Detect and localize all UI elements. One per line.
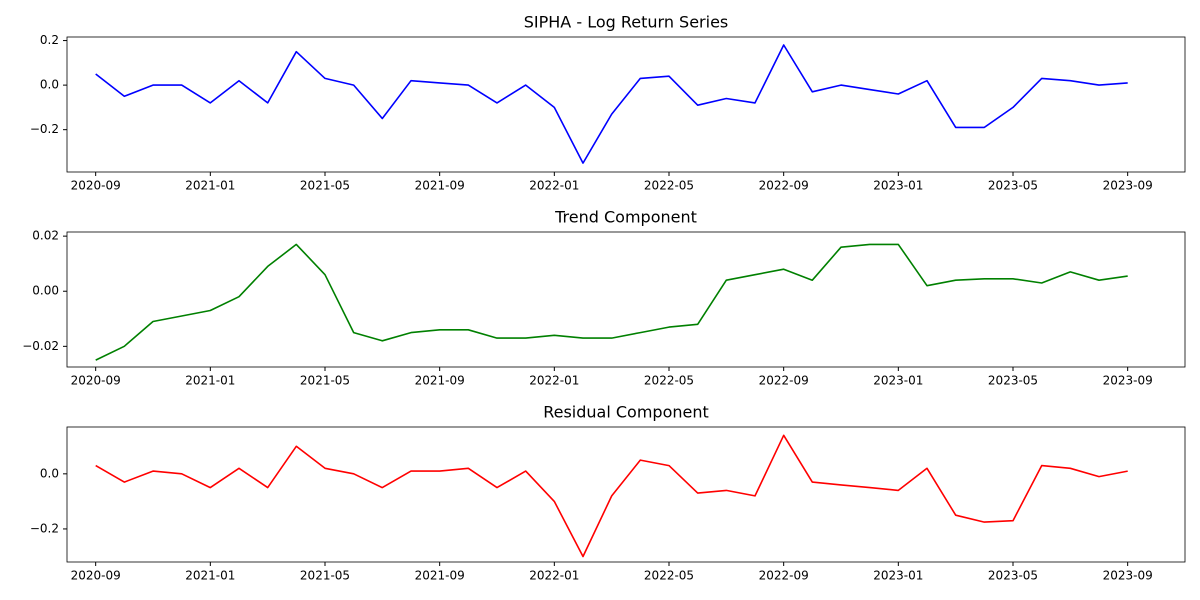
x-tick-label: 2022-05	[644, 569, 694, 583]
x-tick-label: 2021-09	[415, 569, 465, 583]
plot-frame	[66, 36, 1186, 173]
subplot-title: SIPHA - Log Return Series	[524, 13, 729, 32]
x-tick-label: 2022-05	[644, 374, 694, 388]
x-tick-label: 2021-05	[300, 374, 350, 388]
subplot-title: Residual Component	[543, 403, 709, 422]
x-tick-label: 2022-09	[759, 569, 809, 583]
y-tick-label: −0.02	[22, 339, 59, 353]
x-tick-label: 2021-05	[300, 179, 350, 193]
x-tick-label: 2023-09	[1103, 569, 1153, 583]
x-tick-label: 2020-09	[71, 569, 121, 583]
x-tick-label: 2023-05	[988, 374, 1038, 388]
x-tick-label: 2023-01	[873, 569, 923, 583]
x-tick-label: 2022-01	[529, 179, 579, 193]
x-tick-label: 2020-09	[71, 374, 121, 388]
x-tick-label: 2021-09	[415, 374, 465, 388]
x-tick-label: 2022-01	[529, 374, 579, 388]
plot-frame	[66, 426, 1186, 563]
x-tick-label: 2022-05	[644, 179, 694, 193]
y-tick-label: 0.0	[40, 78, 59, 92]
x-tick-label: 2023-09	[1103, 179, 1153, 193]
x-tick-label: 2023-05	[988, 179, 1038, 193]
y-tick-label: −0.2	[30, 521, 59, 535]
y-tick-label: 0.02	[32, 229, 59, 243]
x-tick-label: 2020-09	[71, 179, 121, 193]
x-tick-label: 2023-09	[1103, 374, 1153, 388]
x-tick-label: 2022-01	[529, 569, 579, 583]
plot-frame	[66, 231, 1186, 368]
x-tick-label: 2021-05	[300, 569, 350, 583]
y-tick-label: 0.00	[32, 284, 59, 298]
series-line	[95, 243, 1128, 361]
series-line	[95, 44, 1128, 164]
x-tick-label: 2023-05	[988, 569, 1038, 583]
x-tick-label: 2021-09	[415, 179, 465, 193]
x-tick-label: 2022-09	[759, 374, 809, 388]
y-tick-label: −0.2	[30, 122, 59, 136]
y-tick-label: 0.2	[40, 33, 59, 47]
series-line	[95, 434, 1128, 558]
subplot-title: Trend Component	[554, 208, 697, 227]
x-tick-label: 2022-09	[759, 179, 809, 193]
x-tick-label: 2021-01	[185, 179, 235, 193]
x-tick-label: 2023-01	[873, 374, 923, 388]
x-tick-label: 2021-01	[185, 374, 235, 388]
x-tick-label: 2021-01	[185, 569, 235, 583]
y-tick-label: 0.0	[40, 466, 59, 480]
x-tick-label: 2023-01	[873, 179, 923, 193]
